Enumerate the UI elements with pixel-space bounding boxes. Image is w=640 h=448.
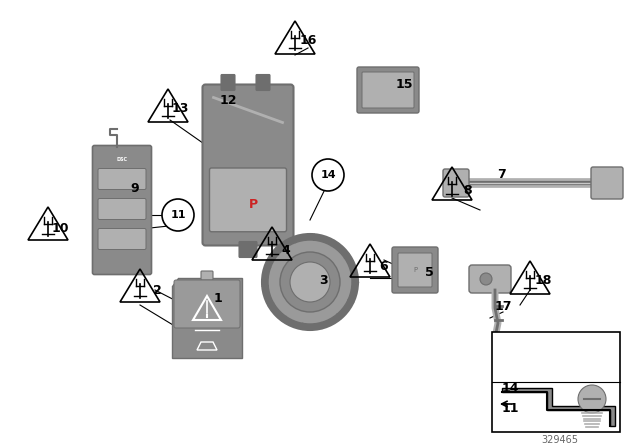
Text: 15: 15 [396, 78, 413, 90]
Circle shape [312, 159, 344, 191]
Text: 12: 12 [220, 94, 237, 107]
Polygon shape [502, 388, 615, 426]
FancyBboxPatch shape [93, 146, 152, 275]
Circle shape [268, 240, 352, 324]
Circle shape [162, 199, 194, 231]
Text: 1: 1 [214, 292, 222, 305]
Text: P: P [413, 267, 417, 273]
FancyBboxPatch shape [98, 228, 146, 250]
FancyBboxPatch shape [256, 74, 270, 90]
FancyBboxPatch shape [591, 167, 623, 199]
FancyBboxPatch shape [239, 241, 257, 258]
Text: 8: 8 [464, 184, 472, 197]
Text: 14: 14 [501, 383, 519, 396]
FancyBboxPatch shape [357, 67, 419, 113]
FancyBboxPatch shape [392, 247, 438, 293]
Text: 329465: 329465 [541, 435, 579, 445]
Text: 16: 16 [300, 34, 317, 47]
FancyBboxPatch shape [443, 169, 469, 197]
Text: 17: 17 [494, 300, 512, 313]
FancyBboxPatch shape [398, 253, 432, 287]
FancyBboxPatch shape [209, 168, 287, 232]
Text: 6: 6 [380, 260, 388, 273]
Circle shape [578, 385, 606, 413]
FancyBboxPatch shape [201, 271, 213, 280]
FancyBboxPatch shape [362, 72, 414, 108]
FancyBboxPatch shape [174, 280, 240, 328]
Circle shape [480, 273, 492, 285]
FancyBboxPatch shape [469, 265, 511, 293]
FancyBboxPatch shape [98, 168, 146, 190]
Text: 11: 11 [501, 402, 519, 415]
Text: P: P [248, 198, 257, 211]
Text: 7: 7 [498, 168, 506, 181]
Polygon shape [172, 278, 242, 358]
Text: 13: 13 [172, 102, 189, 115]
Text: 5: 5 [424, 266, 433, 279]
Text: 14: 14 [320, 170, 336, 180]
FancyBboxPatch shape [221, 74, 235, 90]
Text: 2: 2 [152, 284, 161, 297]
Text: 3: 3 [319, 273, 327, 287]
Circle shape [262, 234, 358, 330]
Text: 11: 11 [170, 210, 186, 220]
FancyBboxPatch shape [98, 198, 146, 220]
Text: 18: 18 [534, 273, 552, 287]
Text: 10: 10 [51, 221, 68, 234]
FancyBboxPatch shape [202, 85, 294, 246]
Circle shape [280, 252, 340, 312]
Text: 9: 9 [131, 181, 140, 194]
Circle shape [290, 262, 330, 302]
Bar [492, 332, 620, 432]
Text: 4: 4 [282, 244, 291, 257]
Text: DSC: DSC [116, 157, 127, 162]
